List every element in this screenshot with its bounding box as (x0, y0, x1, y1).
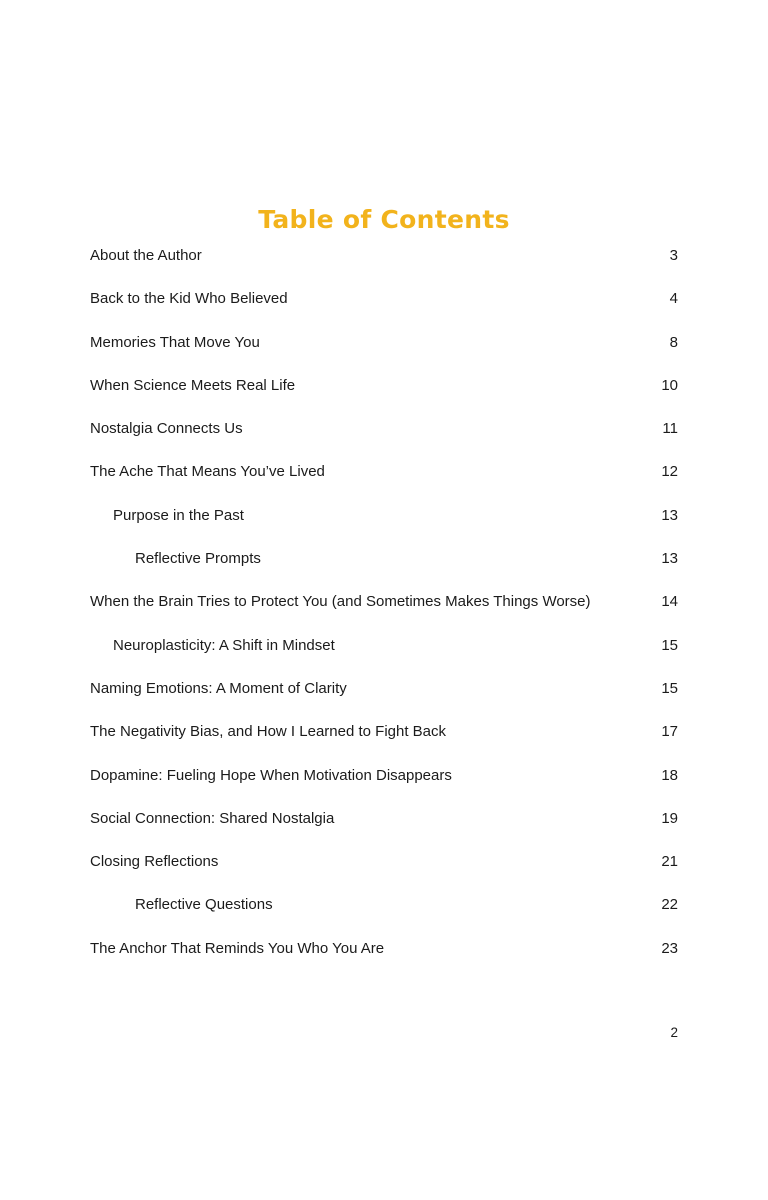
toc-entry-label: Reflective Questions (135, 896, 273, 914)
toc-entry-page-number: 10 (661, 376, 678, 394)
toc-entry-page-number: 18 (661, 766, 678, 784)
toc-entry-page-number: 14 (661, 593, 678, 611)
toc-entry-label: The Negativity Bias, and How I Learned t… (90, 723, 447, 741)
toc-entry-label: Naming Emotions: A Moment of Clarity (90, 679, 347, 697)
toc-entry[interactable]: When the Brain Tries to Protect You (and… (90, 592, 678, 612)
toc-entry-page-number: 21 (661, 853, 678, 871)
toc-entry-label: The Anchor That Reminds You Who You Are (90, 939, 385, 957)
toc-entry[interactable]: The Negativity Bias, and How I Learned t… (90, 722, 678, 742)
toc-entry[interactable]: Social Connection: Shared Nostalgia 19 (90, 809, 678, 829)
toc-entry[interactable]: The Anchor That Reminds You Who You Are … (90, 939, 678, 959)
toc-entry-label: Dopamine: Fueling Hope When Motivation D… (90, 766, 452, 784)
toc-entry[interactable]: Dopamine: Fueling Hope When Motivation D… (90, 766, 678, 786)
toc-entry-label: Closing Reflections (90, 853, 219, 871)
toc-entry-label: Nostalgia Connects Us (90, 420, 243, 438)
toc-entry-page-number: 13 (661, 550, 678, 568)
toc-entry-label: Reflective Prompts (135, 550, 261, 568)
toc-entry[interactable]: Purpose in the Past 13 (90, 506, 678, 526)
toc-entry-page-number: 15 (661, 679, 678, 697)
toc-entry-page-number: 11 (662, 420, 678, 438)
toc-entry-page-number: 17 (661, 723, 678, 741)
toc-entry-page-number: 12 (661, 463, 678, 481)
toc-entry[interactable]: Memories That Move You 8 (90, 333, 678, 353)
toc-entry-label: When the Brain Tries to Protect You (and… (90, 593, 591, 611)
toc-entry[interactable]: Nostalgia Connects Us 11 (90, 419, 678, 439)
toc-entry[interactable]: Naming Emotions: A Moment of Clarity 15 (90, 679, 678, 699)
toc-entry[interactable]: Neuroplasticity: A Shift in Mindset 15 (90, 636, 678, 656)
toc-entry-page-number: 13 (661, 506, 678, 524)
toc-entry-label: Neuroplasticity: A Shift in Mindset (113, 636, 335, 654)
toc-entry[interactable]: Closing Reflections 21 (90, 852, 678, 872)
toc-entry[interactable]: When Science Meets Real Life 10 (90, 376, 678, 396)
toc-entry-page-number: 23 (661, 939, 678, 957)
toc-list: About the Author 3 Back to the Kid Who B… (90, 246, 678, 959)
toc-entry-label: About the Author (90, 247, 202, 264)
toc-entry-page-number: 22 (661, 896, 678, 914)
footer-page-number: 2 (670, 1025, 678, 1040)
toc-entry-label: The Ache That Means You’ve Lived (90, 463, 325, 481)
toc-entry[interactable]: About the Author 3 (90, 246, 678, 266)
toc-entry-label: Back to the Kid Who Believed (90, 290, 288, 308)
toc-entry-label: Memories That Move You (90, 333, 260, 351)
toc-entry[interactable]: The Ache That Means You’ve Lived 12 (90, 462, 678, 482)
page-title: Table of Contents (258, 205, 510, 234)
toc-entry-page-number: 19 (661, 809, 678, 827)
toc-entry[interactable]: Reflective Questions 22 (90, 895, 678, 915)
toc-entry[interactable]: Back to the Kid Who Believed 4 (90, 289, 678, 309)
toc-entry-page-number: 3 (669, 247, 678, 264)
toc-entry-page-number: 4 (669, 290, 678, 308)
toc-entry[interactable]: Reflective Prompts 13 (90, 549, 678, 569)
toc-entry-label: Purpose in the Past (113, 506, 244, 524)
toc-entry-label: When Science Meets Real Life (90, 376, 296, 394)
toc-entry-label: Social Connection: Shared Nostalgia (90, 809, 335, 827)
toc-entry-page-number: 15 (661, 636, 678, 654)
toc-entry-page-number: 8 (669, 333, 678, 351)
